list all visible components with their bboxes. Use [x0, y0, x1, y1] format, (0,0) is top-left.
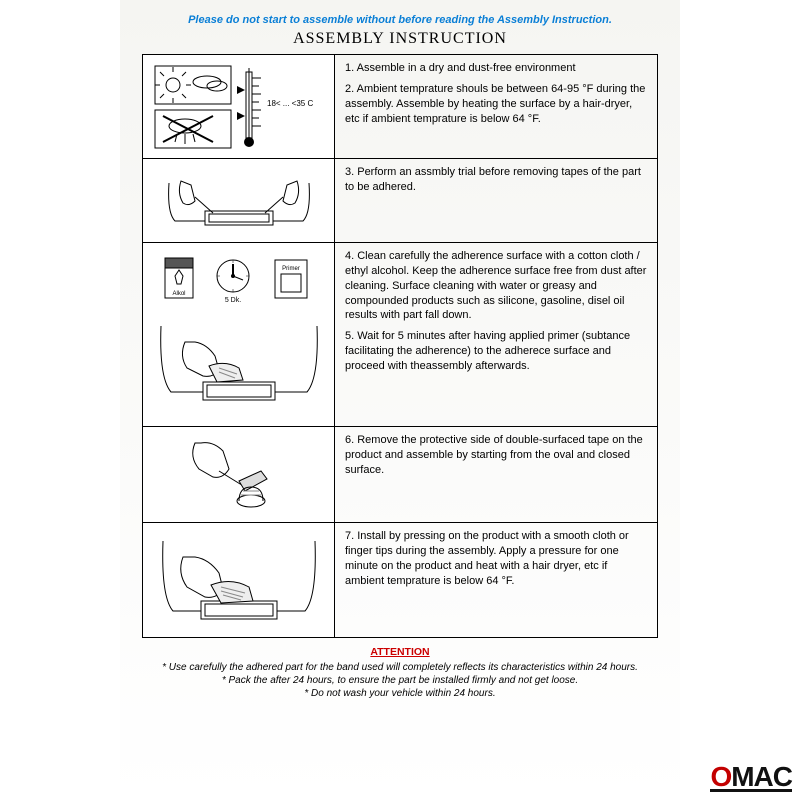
step-2-text: 3. Perform an assmbly trial before remov…: [335, 159, 657, 242]
attention-line-1: * Use carefully the adhered part for the…: [142, 661, 658, 674]
step-row-5: 7. Install by pressing on the product wi…: [143, 523, 657, 637]
brand-logo: OMAC: [710, 761, 792, 792]
step-3-p2: 5. Wait for 5 minutes after having appli…: [345, 329, 647, 374]
logo-rest: MAC: [731, 761, 792, 792]
press-icon: [149, 527, 329, 633]
attention-heading: ATTENTION: [142, 646, 658, 660]
attention-line-2: * Pack the after 24 hours, to ensure the…: [142, 674, 658, 687]
step-row-1: 18< ... <35 C 1. Assemble in a dry and d…: [143, 55, 657, 159]
instruction-page: Please do not start to assemble without …: [120, 0, 680, 800]
attention-line-3: * Do not wash your vehicle within 24 hou…: [142, 687, 658, 700]
step-row-4: 6. Remove the protective side of double-…: [143, 427, 657, 523]
temp-range-label: 18< ... <35 C: [267, 99, 313, 108]
step-4-text: 6. Remove the protective side of double-…: [335, 427, 657, 522]
timer-label: 5 Dk.: [224, 297, 240, 304]
warning-line: Please do not start to assemble without …: [142, 14, 658, 26]
illustration-peel: [143, 427, 335, 522]
alcohol-label: Alkol: [172, 291, 185, 297]
primer-label: Primer: [282, 266, 300, 272]
step-row-2: 3. Perform an assmbly trial before remov…: [143, 159, 657, 243]
illustration-environment: 18< ... <35 C: [143, 55, 335, 158]
step-3-p1: 4. Clean carefully the adherence surface…: [345, 249, 647, 323]
step-3-text: 4. Clean carefully the adherence surface…: [335, 243, 657, 426]
step-5-p1: 7. Install by pressing on the product wi…: [345, 529, 647, 588]
step-2-p1: 3. Perform an assmbly trial before remov…: [345, 165, 647, 195]
page-title: ASSEMBLY INSTRUCTION: [142, 30, 658, 48]
clean-icon: Alkol 5 Dk. Primer: [149, 248, 329, 422]
env-icon: 18< ... <35 C: [149, 60, 329, 154]
steps-table: 18< ... <35 C 1. Assemble in a dry and d…: [142, 54, 658, 638]
logo-o: O: [710, 761, 731, 792]
peel-icon: [149, 431, 329, 519]
step-1-p1: 1. Assemble in a dry and dust-free envir…: [345, 61, 647, 76]
step-4-p1: 6. Remove the protective side of double-…: [345, 433, 647, 478]
step-1-p2: 2. Ambient temprature shouls be between …: [345, 82, 647, 127]
step-1-text: 1. Assemble in a dry and dust-free envir…: [335, 55, 657, 158]
illustration-press: [143, 523, 335, 637]
attention-block: ATTENTION * Use carefully the adhered pa…: [142, 646, 658, 700]
step-row-3: Alkol 5 Dk. Primer: [143, 243, 657, 427]
trial-icon: [149, 163, 329, 239]
illustration-trial: [143, 159, 335, 242]
illustration-clean: Alkol 5 Dk. Primer: [143, 243, 335, 426]
step-5-text: 7. Install by pressing on the product wi…: [335, 523, 657, 637]
